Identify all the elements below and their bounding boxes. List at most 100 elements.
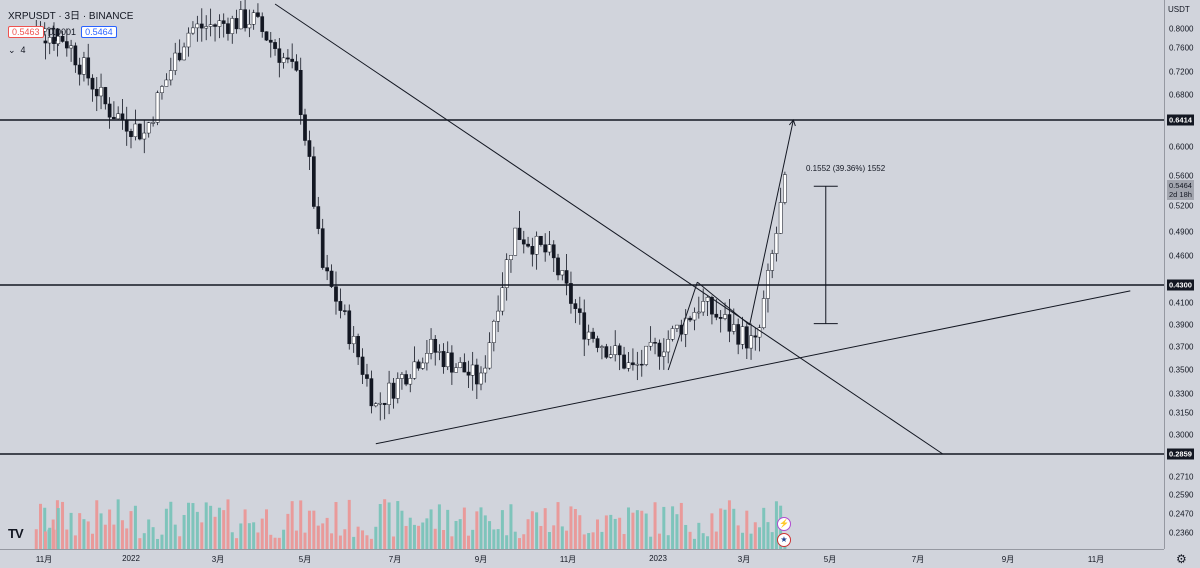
ask-price-chip[interactable]: 0.5464 <box>81 26 117 38</box>
volume-bar <box>762 507 766 549</box>
lightning-icon[interactable]: ⚡ <box>777 517 791 531</box>
candle <box>294 54 299 72</box>
price-tick-label: 0.4600 <box>1169 251 1194 261</box>
candle-body <box>107 103 112 118</box>
price-tick-label: 0.4100 <box>1169 298 1194 308</box>
candle-body <box>52 36 56 44</box>
volume-bar <box>307 510 311 549</box>
volume-bar <box>653 502 657 549</box>
candle <box>120 99 125 130</box>
volume-bar <box>442 530 446 549</box>
candle <box>247 9 252 38</box>
candle <box>142 119 147 154</box>
price-axis[interactable]: 0.8000 0.7600 0.7200 0.6800 0.6000 0.5600 0.52… <box>1164 0 1200 549</box>
volume-bar <box>90 533 94 549</box>
candle-body <box>513 227 518 256</box>
candle <box>591 327 595 343</box>
price-tick-label: 0.3700 <box>1169 342 1194 352</box>
volume-bar <box>160 534 164 549</box>
volume-bar <box>530 511 534 549</box>
volume-bar <box>675 514 679 549</box>
volume-bar <box>48 527 52 549</box>
volume-bar <box>65 529 69 549</box>
candle <box>73 42 78 73</box>
volume-bar <box>697 522 701 549</box>
candle <box>56 31 61 46</box>
candle <box>286 49 290 64</box>
volume-bar <box>450 536 454 549</box>
candle <box>648 326 653 351</box>
candle-body <box>155 92 160 123</box>
volume-bar <box>43 531 47 549</box>
candle <box>653 337 657 355</box>
volume-bar <box>103 524 107 549</box>
us-flag-icon[interactable]: ★ <box>777 533 791 547</box>
volume-bar <box>753 522 757 549</box>
indicator-count[interactable]: 4 <box>20 45 26 55</box>
gear-icon[interactable]: ⚙ <box>1176 552 1187 566</box>
volume-bar <box>195 511 199 549</box>
candle-body <box>173 52 178 71</box>
volume-bar <box>133 505 137 549</box>
candle <box>217 14 222 39</box>
volume-bar <box>222 510 226 549</box>
volume-bar <box>256 532 260 549</box>
volume-bar <box>269 534 273 549</box>
projection-arrow <box>749 119 794 326</box>
symbol-title[interactable]: XRPUSDT · 3日 · BINANCE <box>8 10 134 22</box>
price-tick-label: 0.8000 <box>1169 24 1194 34</box>
candle-body <box>408 378 413 385</box>
candle-body <box>86 57 91 79</box>
projection-leg <box>697 281 750 326</box>
volume-bar <box>573 508 577 549</box>
candle <box>586 324 591 346</box>
candle-body <box>94 88 99 97</box>
candle-body <box>47 27 51 30</box>
volume-bar <box>770 532 774 549</box>
candle <box>325 254 329 281</box>
plot-area[interactable] <box>0 0 1164 549</box>
candle <box>778 187 783 234</box>
candle-body <box>534 235 539 255</box>
candle-body <box>329 270 334 287</box>
volume-bar <box>454 520 458 549</box>
candle-body <box>778 202 783 234</box>
candle-body <box>504 259 509 288</box>
candle <box>303 108 307 146</box>
candle-body <box>692 312 697 321</box>
candle <box>90 74 95 102</box>
candle <box>204 15 209 41</box>
chevron-down-icon[interactable]: ⌄ <box>8 44 16 55</box>
bid-price-chip[interactable]: 0.5463 <box>8 26 44 38</box>
candle <box>770 249 775 279</box>
candle <box>441 343 446 374</box>
candle-body <box>378 402 383 405</box>
candle <box>675 324 679 332</box>
candle-body <box>316 206 321 229</box>
candle-body <box>454 367 458 373</box>
candle-body <box>761 298 766 328</box>
candle-body <box>670 328 675 340</box>
candle-body <box>160 86 164 93</box>
volume-bar <box>213 516 217 549</box>
candle-series <box>34 0 787 421</box>
candle <box>433 335 438 366</box>
volume-bar <box>43 507 47 549</box>
time-tick-label: 2023 <box>649 554 667 563</box>
volume-bar <box>437 504 441 549</box>
candle <box>474 358 479 400</box>
trendline <box>274 3 944 455</box>
candle <box>387 370 391 415</box>
candle-body <box>613 345 618 355</box>
candle-body <box>433 338 438 353</box>
candle-body <box>736 324 741 345</box>
candle <box>639 349 644 377</box>
time-axis[interactable]: 11月 2022 3月 5月 7月 9月 11月 2023 3月 5月 7月 9月 11月 <box>0 549 1164 568</box>
volume-bar <box>108 509 112 549</box>
candle-body <box>491 321 496 343</box>
volume-bar <box>425 518 429 549</box>
volume-bar <box>446 509 450 549</box>
tradingview-logo[interactable]: TV <box>8 526 24 541</box>
volume-bar <box>488 521 492 549</box>
